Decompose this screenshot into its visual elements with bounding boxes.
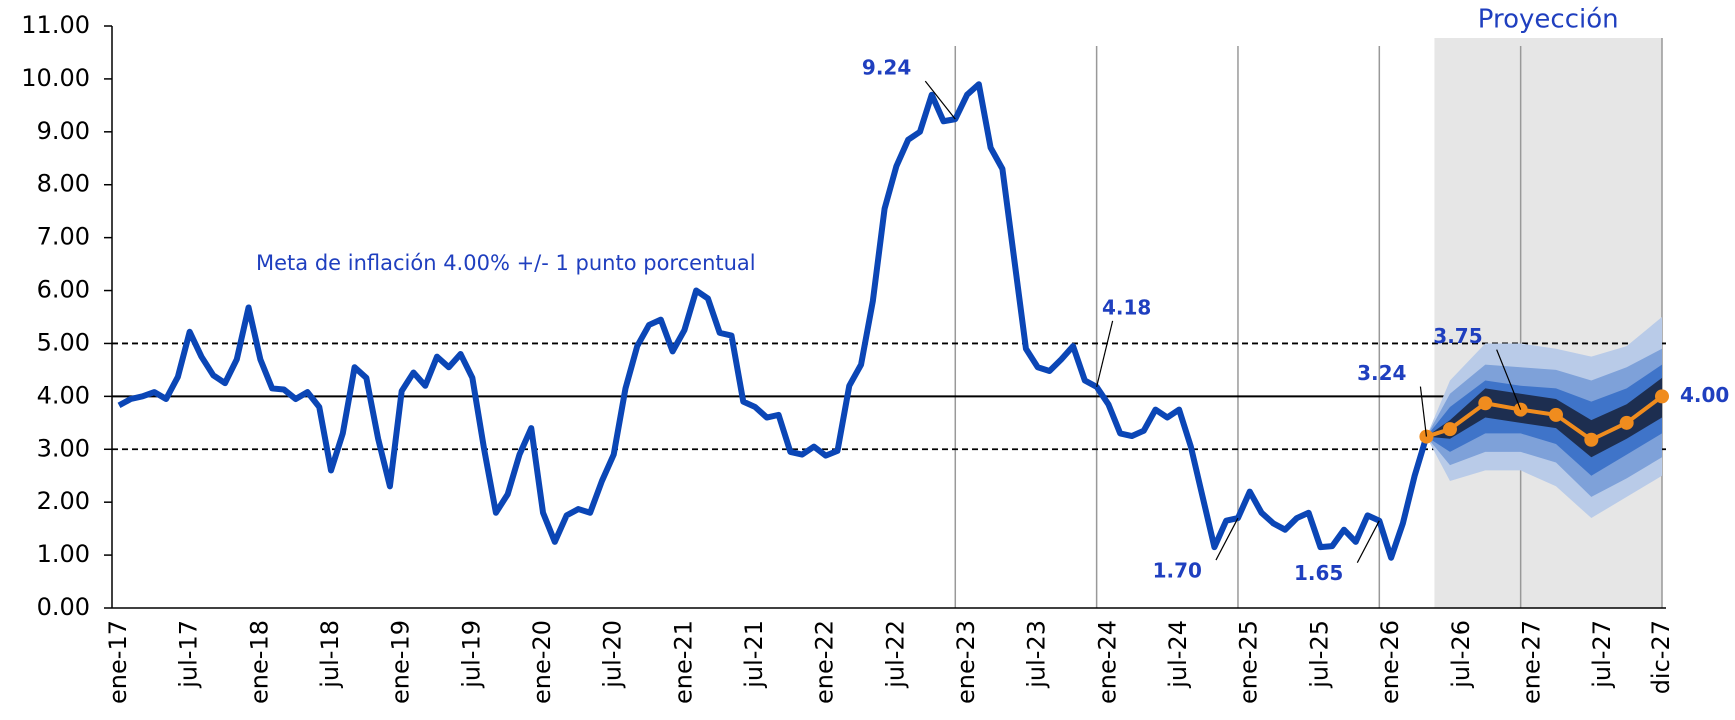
x-tick-label: dic-27	[1647, 620, 1675, 694]
x-tick-label: jul-27	[1588, 620, 1616, 689]
x-tick-label: jul-26	[1447, 620, 1475, 689]
leader-line	[924, 80, 956, 120]
x-tick-label: ene-23	[952, 620, 980, 704]
y-tick-label: 7.00	[37, 223, 90, 251]
x-tick-label: jul-24	[1164, 620, 1192, 689]
point	[1548, 407, 1563, 422]
point	[1655, 389, 1669, 404]
leader-line	[1356, 520, 1380, 563]
value-label: 4.18	[1102, 295, 1151, 319]
x-tick-label: ene-21	[669, 620, 697, 704]
value-label: 4.00	[1680, 383, 1729, 407]
x-tick-label: ene-24	[1093, 620, 1121, 704]
series-line	[117, 81, 1430, 561]
value-label: 1.65	[1294, 561, 1343, 585]
y-tick-label: 3.00	[37, 434, 90, 462]
value-label: 9.24	[862, 56, 911, 80]
value-label: 3.24	[1357, 361, 1406, 385]
point	[1584, 432, 1599, 447]
x-tick-label: ene-19	[387, 620, 415, 704]
target-note: Meta de inflación 4.00% +/- 1 punto porc…	[256, 251, 756, 275]
x-tick-label: ene-17	[104, 620, 132, 704]
x-tick-label: ene-20	[528, 620, 556, 704]
x-tick-label: ene-27	[1517, 620, 1545, 704]
y-tick-label: 11.00	[21, 11, 90, 39]
y-tick-label: 5.00	[37, 328, 90, 356]
leader-line	[1096, 320, 1114, 387]
projection-title: Proyección	[1478, 5, 1619, 35]
x-tick-label: ene-22	[811, 620, 839, 704]
value-label: 1.70	[1153, 559, 1202, 583]
point	[1478, 396, 1493, 411]
x-tick-label: jul-25	[1305, 620, 1333, 689]
x-tick-label: jul-22	[881, 620, 909, 689]
x-tick-label: jul-21	[740, 620, 768, 689]
y-tick-label: 10.00	[21, 64, 90, 92]
x-tick-label: jul-20	[599, 620, 627, 689]
y-tick-label: 4.00	[37, 381, 90, 409]
y-tick-label: 1.00	[37, 540, 90, 568]
y-tick-label: 2.00	[37, 487, 90, 515]
projection-area	[1434, 38, 1662, 608]
x-tick-label: jul-17	[175, 620, 203, 689]
x-tick-label: jul-18	[316, 620, 344, 689]
y-tick-label: 6.00	[37, 276, 90, 304]
x-tick-label: ene-18	[245, 620, 273, 704]
x-tick-label: ene-25	[1235, 620, 1263, 704]
x-tick-label: jul-19	[457, 620, 485, 689]
point	[1619, 415, 1634, 430]
y-tick-label: 9.00	[37, 117, 90, 145]
y-tick-label: 8.00	[37, 170, 90, 198]
leader-line	[1419, 386, 1428, 437]
value-label: 3.75	[1433, 324, 1482, 348]
x-tick-label: jul-23	[1023, 620, 1051, 689]
y-tick-label: 0.00	[37, 593, 90, 621]
x-tick-label: ene-26	[1376, 620, 1404, 704]
leader-line	[1496, 349, 1522, 410]
point	[1442, 422, 1457, 437]
leader-line	[1215, 517, 1239, 561]
